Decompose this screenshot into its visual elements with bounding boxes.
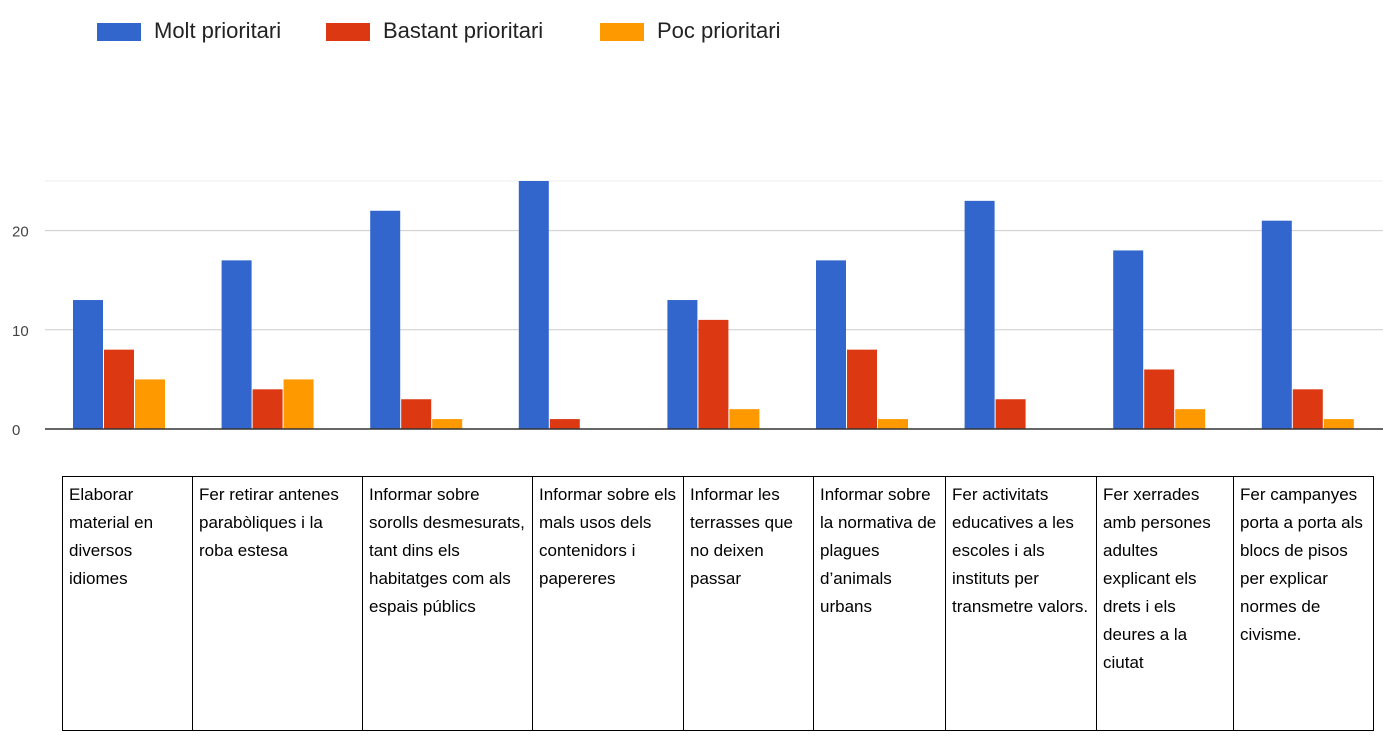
bar (995, 399, 1026, 429)
bar (1292, 389, 1323, 429)
bar (847, 349, 877, 429)
bar (252, 389, 283, 429)
bar (135, 379, 165, 429)
category-cell: Informar sobre la normativa de plagues d… (813, 476, 946, 731)
bar (698, 319, 729, 429)
y-tick-label: 20 (12, 224, 29, 241)
bar (816, 260, 846, 429)
bar (221, 260, 252, 429)
bar (1323, 419, 1354, 429)
y-tick-label: 10 (12, 323, 29, 340)
category-cell: Elaborar material en diversos idiomes (62, 476, 193, 731)
bar (1175, 409, 1206, 429)
bar (432, 419, 463, 429)
legend-swatch-bastant (326, 23, 370, 41)
category-row: Elaborar material en diversos idiomes Fe… (62, 476, 1374, 731)
category-cell: Fer retirar antenes parabòliques i la ro… (192, 476, 363, 731)
bar (401, 399, 432, 429)
legend-swatch-molt (97, 23, 141, 41)
bar (283, 379, 314, 429)
legend-label-bastant: Bastant prioritari (383, 18, 544, 43)
bar (370, 210, 401, 429)
category-cell: Informar les terrasses que no deixen pas… (683, 476, 814, 731)
legend-swatch-poc (600, 23, 644, 41)
bar (667, 300, 698, 429)
bar (729, 409, 760, 429)
bar (549, 419, 580, 429)
bar (1144, 369, 1175, 429)
legend-label-poc: Poc prioritari (657, 18, 781, 43)
category-cell: Fer activitats educatives a les escoles … (945, 476, 1097, 731)
category-cell: Fer xerrades amb persones adultes explic… (1096, 476, 1234, 731)
bar (73, 300, 103, 429)
bar (518, 181, 549, 429)
bar (104, 349, 134, 429)
category-cell: Informar sobre els mals usos dels conten… (532, 476, 684, 731)
legend-label-molt: Molt prioritari (154, 18, 282, 43)
bar (964, 200, 995, 429)
category-table: Elaborar material en diversos idiomes Fe… (62, 476, 1374, 731)
y-tick-label: 0 (12, 422, 20, 439)
bar (1113, 250, 1144, 429)
category-cell: Informar sobre sorolls desmesurats, tant… (362, 476, 533, 731)
category-cell: Fer campanyes porta a porta als blocs de… (1233, 476, 1374, 731)
bar (1261, 220, 1292, 429)
bar (878, 419, 908, 429)
bar-chart: 0 10 20 (12, 180, 1383, 439)
